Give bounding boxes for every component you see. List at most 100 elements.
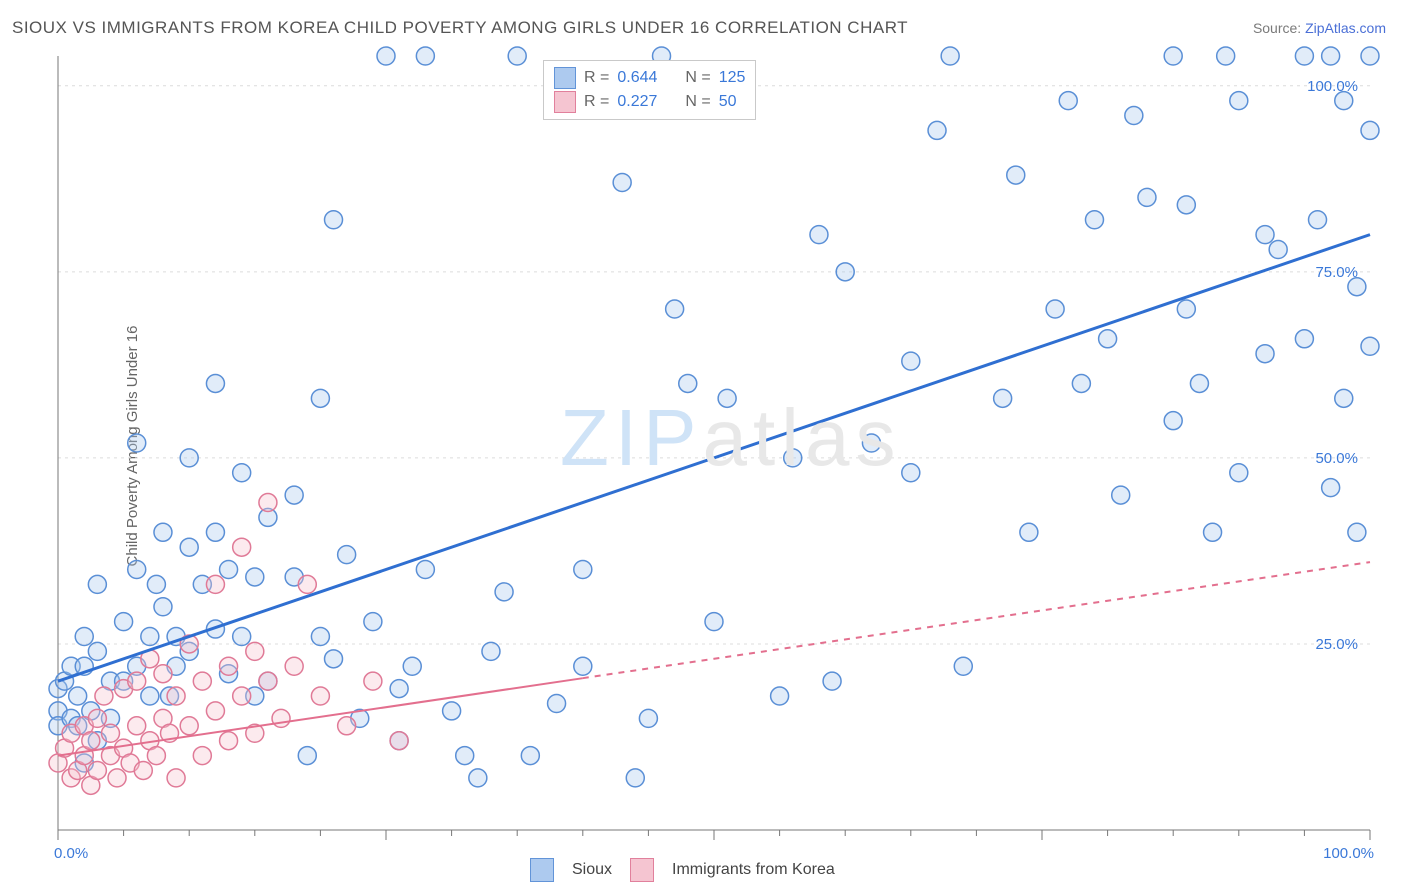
scatter-point [167,687,185,705]
scatter-point [1217,47,1235,65]
scatter-point [128,561,146,579]
r-label: R = [584,69,609,87]
scatter-point [69,687,87,705]
scatter-point [115,613,133,631]
scatter-point [495,583,513,601]
legend-swatch [630,858,654,882]
scatter-point [128,434,146,452]
scatter-point [521,747,539,765]
scatter-point [416,561,434,579]
scatter-point [272,709,290,727]
legend-swatch [554,91,576,113]
n-label: N = [685,69,710,87]
scatter-point [902,464,920,482]
scatter-point [1007,166,1025,184]
scatter-point [456,747,474,765]
scatter-point [246,568,264,586]
scatter-point [705,613,723,631]
scatter-point [259,672,277,690]
scatter-point [88,642,106,660]
scatter-point [154,598,172,616]
scatter-point [298,747,316,765]
scatter-point [1059,92,1077,110]
scatter-point [1322,47,1340,65]
scatter-point [1335,389,1353,407]
scatter-point [1256,226,1274,244]
scatter-point [548,694,566,712]
scatter-point [469,769,487,787]
scatter-point [75,628,93,646]
scatter-point [1322,479,1340,497]
scatter-point [443,702,461,720]
scatter-point [154,523,172,541]
scatter-point [1335,92,1353,110]
svg-text:100.0%: 100.0% [1323,845,1374,862]
scatter-point [311,687,329,705]
scatter-point [134,761,152,779]
scatter-point [1361,337,1379,355]
legend-swatch [530,858,554,882]
scatter-point [1361,47,1379,65]
scatter-point [311,628,329,646]
scatter-point [180,538,198,556]
scatter-point [1072,374,1090,392]
scatter-point [574,561,592,579]
scatter-point [1177,196,1195,214]
scatter-point [1204,523,1222,541]
scatter-point [1269,241,1287,259]
scatter-point [1256,345,1274,363]
scatter-point [154,665,172,683]
scatter-point [390,680,408,698]
scatter-point [259,494,277,512]
series-legend: SiouxImmigrants from Korea [530,858,835,882]
scatter-point [1295,330,1313,348]
scatter-point [88,761,106,779]
scatter-point [823,672,841,690]
scatter-point [206,374,224,392]
scatter-point [285,657,303,675]
scatter-point [233,538,251,556]
legend-row: R =0.227N =50 [554,91,745,113]
scatter-point [325,650,343,668]
scatter-point [639,709,657,727]
legend-label: Sioux [572,861,612,879]
scatter-point [88,709,106,727]
scatter-point [626,769,644,787]
scatter-point [141,687,159,705]
scatter-point [364,672,382,690]
scatter-point [1190,374,1208,392]
scatter-point [1361,121,1379,139]
scatter-point [338,717,356,735]
scatter-point [1138,188,1156,206]
scatter-point [338,546,356,564]
scatter-point [220,657,238,675]
scatter-point [941,47,959,65]
scatter-point [1046,300,1064,318]
scatter-point [902,352,920,370]
correlation-legend: R =0.644N =125R =0.227N =50 [543,60,756,120]
scatter-point [508,47,526,65]
scatter-point [82,732,100,750]
scatter-point [311,389,329,407]
scatter-point [377,47,395,65]
scatter-point [206,575,224,593]
scatter-point [613,174,631,192]
scatter-point [1112,486,1130,504]
scatter-point [108,769,126,787]
svg-text:25.0%: 25.0% [1315,636,1358,653]
scatter-point [1164,412,1182,430]
scatter-point [1348,523,1366,541]
svg-text:50.0%: 50.0% [1315,450,1358,467]
scatter-point [147,575,165,593]
scatter-point [482,642,500,660]
scatter-point [954,657,972,675]
scatter-point [771,687,789,705]
n-value: 125 [719,69,746,87]
n-label: N = [685,93,710,111]
scatter-point [810,226,828,244]
legend-swatch [554,67,576,89]
scatter-point [180,449,198,467]
scatter-point [1309,211,1327,229]
scatter-plot: 25.0%50.0%75.0%100.0%0.0%100.0% [0,0,1406,892]
scatter-point [147,747,165,765]
